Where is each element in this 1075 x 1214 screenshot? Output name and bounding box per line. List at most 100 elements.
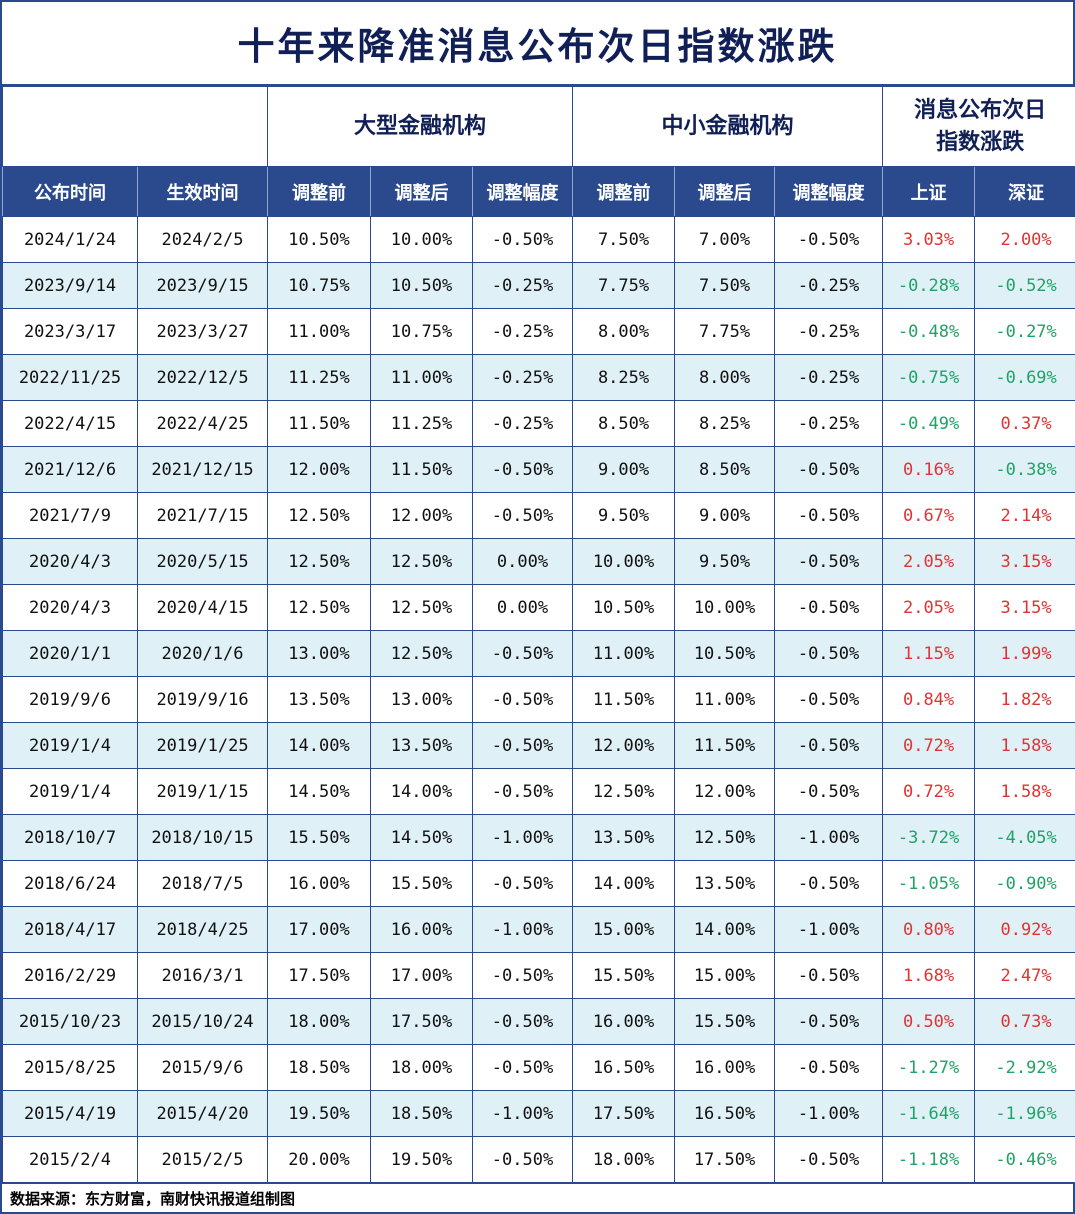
ratio-change-cell: -0.25%: [774, 308, 884, 355]
ratio-cell: 15.00%: [572, 906, 676, 953]
ratio-cell: 10.00%: [674, 584, 776, 631]
effective-date-cell: 2016/3/1: [137, 952, 268, 999]
szse-change-cell: 1.82%: [974, 676, 1075, 723]
ratio-cell: 9.00%: [674, 492, 776, 539]
szse-change-cell: -0.38%: [974, 446, 1075, 493]
col-header-large-change: 调整幅度: [471, 166, 574, 217]
effective-date-cell: 2024/2/5: [137, 216, 268, 263]
ratio-change-cell: -0.50%: [774, 1044, 884, 1091]
szse-change-cell: -0.69%: [974, 354, 1075, 401]
ratio-cell: 9.00%: [572, 446, 676, 493]
ratio-change-cell: -0.50%: [774, 538, 884, 585]
sse-change-cell: -0.49%: [882, 400, 976, 447]
sse-change-cell: -0.48%: [882, 308, 976, 355]
sse-change-cell: 3.03%: [882, 216, 976, 263]
sse-change-cell: 2.05%: [882, 584, 976, 631]
ratio-cell: 8.50%: [674, 446, 776, 493]
szse-change-cell: -0.52%: [974, 262, 1075, 309]
col-header-small-change: 调整幅度: [774, 166, 884, 217]
table-row: 2015/10/23 2015/10/24 18.00% 17.50% -0.50% 16…: [2, 998, 1075, 1045]
ratio-cell: 12.50%: [572, 768, 676, 815]
ratio-cell: 18.00%: [370, 1044, 473, 1091]
ratio-cell: 13.00%: [370, 676, 473, 723]
ratio-change-cell: 0.00%: [471, 538, 574, 585]
effective-date-cell: 2019/9/16: [137, 676, 268, 723]
ratio-cell: 19.50%: [370, 1136, 473, 1183]
table-row: 2022/4/15 2022/4/25 11.50% 11.25% -0.25% 8.50…: [2, 400, 1075, 447]
ratio-change-cell: -0.50%: [774, 860, 884, 907]
group-header-row: 大型金融机构 中小金融机构 消息公布次日 指数涨跌: [2, 86, 1075, 167]
ratio-cell: 12.50%: [674, 814, 776, 861]
ratio-cell: 13.50%: [674, 860, 776, 907]
table-row: 2018/4/17 2018/4/25 17.00% 16.00% -1.00% 15.0…: [2, 906, 1075, 953]
ratio-change-cell: -0.50%: [774, 492, 884, 539]
ratio-cell: 12.00%: [674, 768, 776, 815]
ratio-cell: 11.00%: [267, 308, 371, 355]
ratio-change-cell: -0.25%: [471, 354, 574, 401]
szse-change-cell: -2.92%: [974, 1044, 1075, 1091]
ratio-cell: 10.50%: [370, 262, 473, 309]
szse-change-cell: -0.90%: [974, 860, 1075, 907]
ratio-cell: 17.50%: [370, 998, 473, 1045]
announce-date-cell: 2016/2/29: [2, 952, 138, 999]
group-header-index-change: 消息公布次日 指数涨跌: [882, 86, 1075, 167]
col-header-sse-index: 上证: [882, 166, 976, 217]
effective-date-cell: 2018/7/5: [137, 860, 268, 907]
ratio-cell: 16.00%: [267, 860, 371, 907]
ratio-change-cell: -1.00%: [471, 814, 574, 861]
ratio-cell: 7.75%: [572, 262, 676, 309]
ratio-cell: 18.50%: [370, 1090, 473, 1137]
announce-date-cell: 2019/9/6: [2, 676, 138, 723]
sse-change-cell: 1.68%: [882, 952, 976, 999]
szse-change-cell: 3.15%: [974, 538, 1075, 585]
sse-change-cell: 0.72%: [882, 722, 976, 769]
ratio-cell: 10.50%: [674, 630, 776, 677]
ratio-change-cell: -0.50%: [471, 768, 574, 815]
ratio-change-cell: -1.00%: [471, 1090, 574, 1137]
ratio-change-cell: -0.25%: [774, 400, 884, 447]
ratio-cell: 11.25%: [267, 354, 371, 401]
announce-date-cell: 2024/1/24: [2, 216, 138, 263]
ratio-change-cell: -0.50%: [471, 492, 574, 539]
ratio-cell: 10.00%: [572, 538, 676, 585]
ratio-change-cell: -0.50%: [471, 952, 574, 999]
ratio-cell: 16.50%: [572, 1044, 676, 1091]
col-header-small-after: 调整后: [674, 166, 776, 217]
ratio-cell: 14.00%: [370, 768, 473, 815]
effective-date-cell: 2020/1/6: [137, 630, 268, 677]
ratio-change-cell: -0.50%: [471, 1136, 574, 1183]
effective-date-cell: 2015/2/5: [137, 1136, 268, 1183]
col-header-large-after: 调整后: [370, 166, 473, 217]
szse-change-cell: -0.27%: [974, 308, 1075, 355]
ratio-cell: 7.00%: [674, 216, 776, 263]
effective-date-cell: 2018/10/15: [137, 814, 268, 861]
announce-date-cell: 2022/4/15: [2, 400, 138, 447]
szse-change-cell: -0.46%: [974, 1136, 1075, 1183]
effective-date-cell: 2022/12/5: [137, 354, 268, 401]
ratio-cell: 10.50%: [267, 216, 371, 263]
group-header-large-institutions: 大型金融机构: [266, 86, 574, 167]
szse-change-cell: 3.15%: [974, 584, 1075, 631]
ratio-change-cell: -0.50%: [471, 860, 574, 907]
announce-date-cell: 2019/1/4: [2, 768, 138, 815]
table-row: 2020/4/3 2020/4/15 12.50% 12.50% 0.00% 10.50%…: [2, 584, 1075, 631]
table-row: 2023/9/14 2023/9/15 10.75% 10.50% -0.25% 7.75…: [2, 262, 1075, 309]
ratio-cell: 12.50%: [370, 584, 473, 631]
ratio-cell: 12.50%: [370, 538, 473, 585]
effective-date-cell: 2021/12/15: [137, 446, 268, 493]
ratio-cell: 7.50%: [674, 262, 776, 309]
effective-date-cell: 2015/9/6: [137, 1044, 268, 1091]
sse-change-cell: -1.05%: [882, 860, 976, 907]
ratio-cell: 12.50%: [267, 492, 371, 539]
ratio-change-cell: -0.25%: [471, 262, 574, 309]
table-row: 2019/1/4 2019/1/15 14.50% 14.00% -0.50% 12.50…: [2, 768, 1075, 815]
ratio-change-cell: -0.25%: [471, 400, 574, 447]
ratio-change-cell: -0.50%: [471, 446, 574, 493]
effective-date-cell: 2023/9/15: [137, 262, 268, 309]
table-row: 2021/7/9 2021/7/15 12.50% 12.00% -0.50% 9.50%…: [2, 492, 1075, 539]
announce-date-cell: 2015/10/23: [2, 998, 138, 1045]
sse-change-cell: -1.64%: [882, 1090, 976, 1137]
ratio-cell: 15.00%: [674, 952, 776, 999]
table-row: 2022/11/25 2022/12/5 11.25% 11.00% -0.25% 8.2…: [2, 354, 1075, 401]
ratio-cell: 7.50%: [572, 216, 676, 263]
